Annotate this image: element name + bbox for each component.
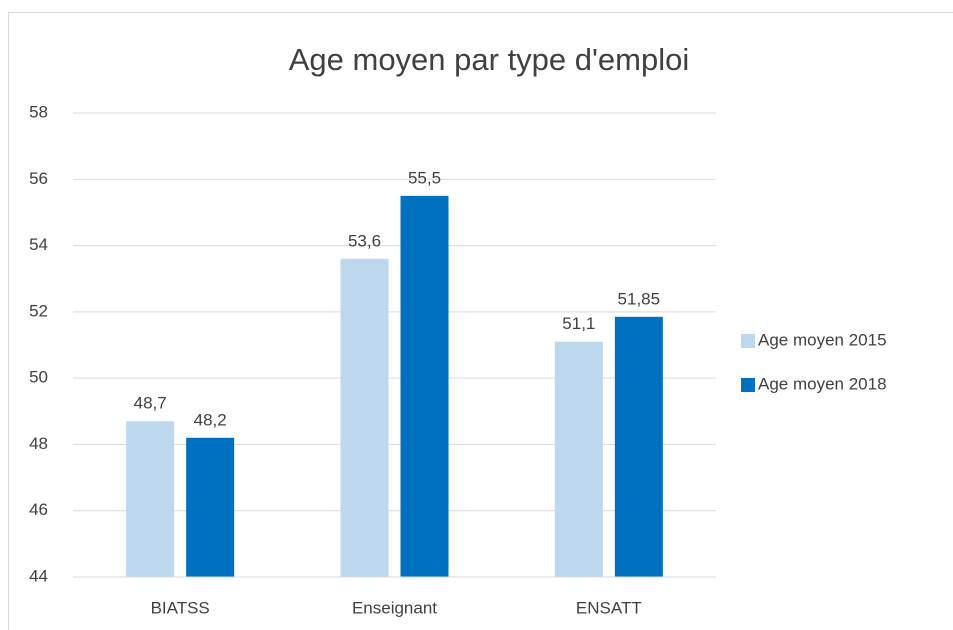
data-label: 48,7 xyxy=(134,394,167,413)
legend-swatch xyxy=(741,378,755,392)
chart-border xyxy=(8,12,953,630)
y-tick-label: 52 xyxy=(29,301,48,320)
chart-title: Age moyen par type d'emploi xyxy=(289,42,690,77)
y-tick-label: 44 xyxy=(29,566,48,585)
y-tick-label: 50 xyxy=(29,368,48,387)
data-label: 55,5 xyxy=(408,168,441,187)
x-tick-label: ENSATT xyxy=(576,598,642,617)
legend-label: Age moyen 2018 xyxy=(758,374,887,393)
data-label: 51,85 xyxy=(618,289,661,308)
bar xyxy=(126,421,175,577)
bar xyxy=(186,437,235,577)
y-tick-label: 46 xyxy=(29,500,48,519)
y-tick-label: 56 xyxy=(29,169,48,188)
data-label: 53,6 xyxy=(348,231,381,250)
y-tick-label: 58 xyxy=(29,102,48,121)
x-tick-label: Enseignant xyxy=(352,598,437,617)
y-tick-label: 48 xyxy=(29,434,48,453)
bar xyxy=(400,195,449,577)
bar xyxy=(340,258,389,577)
bar xyxy=(554,341,603,577)
data-label: 48,2 xyxy=(194,410,227,429)
bar xyxy=(614,316,663,577)
data-label: 51,1 xyxy=(562,314,595,333)
y-tick-label: 54 xyxy=(29,235,48,254)
x-tick-label: BIATSS xyxy=(151,598,210,617)
legend-label: Age moyen 2015 xyxy=(758,330,887,349)
legend-swatch xyxy=(741,334,755,348)
